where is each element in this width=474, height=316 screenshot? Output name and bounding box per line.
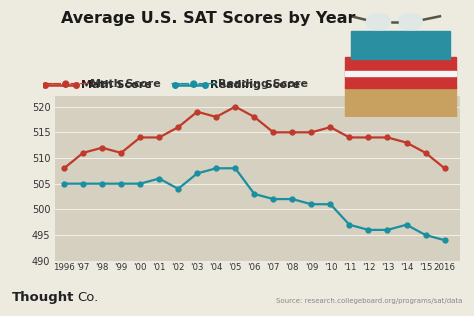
Bar	[345, 57, 456, 88]
Text: Co.: Co.	[77, 291, 99, 304]
Text: Reading Score: Reading Score	[210, 80, 301, 89]
Bar	[345, 86, 456, 117]
Text: ——●——: ——●——	[43, 79, 90, 89]
Text: ——●——: ——●——	[171, 79, 218, 89]
Ellipse shape	[366, 14, 391, 30]
Text: Reading Score: Reading Score	[218, 79, 308, 89]
Text: Thought: Thought	[12, 291, 74, 304]
Text: Math Score: Math Score	[90, 79, 161, 89]
Bar	[345, 71, 456, 76]
Text: Average U.S. SAT Scores by Year: Average U.S. SAT Scores by Year	[61, 11, 356, 26]
Bar	[351, 31, 450, 59]
Text: Math Score: Math Score	[81, 80, 152, 89]
Ellipse shape	[398, 14, 423, 30]
Text: Source: research.collegeboard.org/programs/sat/data: Source: research.collegeboard.org/progra…	[276, 298, 462, 304]
